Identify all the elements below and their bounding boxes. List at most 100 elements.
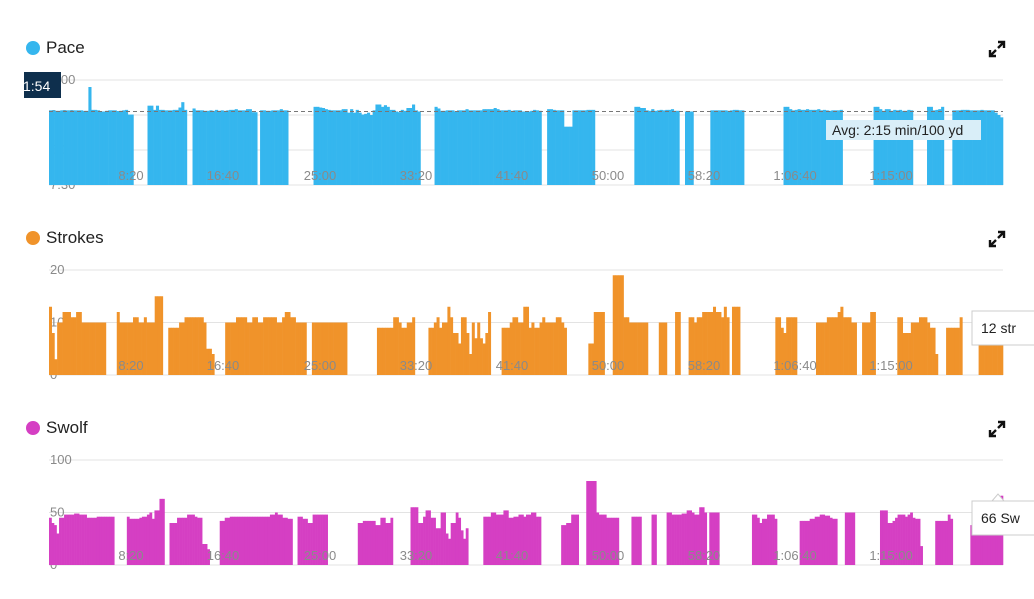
pace-bar [471, 110, 475, 185]
swolf-bar [131, 518, 135, 565]
swolf-bar [247, 516, 251, 565]
strokes-bar [555, 317, 559, 375]
strokes-bar [523, 306, 527, 375]
strokes-bar [141, 322, 145, 375]
pace-bar [122, 110, 126, 185]
pace-bar [355, 109, 359, 185]
strokes-bar [872, 312, 876, 375]
strokes-bar [631, 322, 635, 375]
strokes-bar [265, 317, 269, 375]
pace-bar [51, 110, 55, 185]
strokes-bar [330, 322, 334, 375]
swolf-x-tick-label: 1:06:40 [773, 548, 816, 563]
pace-bar [673, 110, 677, 185]
strokes-bar [116, 312, 120, 375]
pace-bar [352, 112, 357, 185]
swolf-bar [242, 516, 246, 565]
strokes-bar [688, 317, 692, 375]
pace-bar [800, 109, 804, 185]
swolf-bar [425, 510, 429, 565]
strokes-bar [526, 306, 530, 375]
swolf-bar [267, 516, 271, 565]
pace-bar [569, 126, 573, 185]
swolf-tooltip-pointer [990, 493, 1006, 502]
strokes-bar [292, 317, 296, 375]
swolf-bar [508, 517, 512, 565]
strokes-bar [593, 312, 597, 375]
pace-chart: 0:002:305:007:308:2016:4025:0033:2041:40… [23, 72, 1004, 192]
strokes-bar [601, 312, 605, 375]
pace-bar [209, 110, 213, 185]
swolf-bar [415, 507, 419, 565]
pace-bar [414, 110, 418, 185]
swolf-x-tick-label: 58:20 [688, 548, 721, 563]
swolf-bar [754, 514, 758, 565]
swolf-bar [910, 512, 913, 565]
pace-x-tick-label: 8:20 [118, 168, 143, 183]
swolf-bar [96, 516, 100, 565]
pace-bar [521, 111, 525, 185]
strokes-bar [677, 312, 681, 375]
pace-bar [969, 110, 973, 185]
swolf-y-tick-label: 50 [50, 505, 64, 520]
strokes-bar [441, 322, 445, 375]
swolf-bar [187, 514, 190, 565]
pace-bar [668, 109, 672, 185]
pace-bar [248, 109, 252, 185]
strokes-bar [51, 333, 55, 375]
swolf-bar [568, 523, 572, 565]
strokes-bar [295, 322, 299, 375]
pace-bar [319, 107, 323, 185]
strokes-bar [203, 322, 207, 375]
swolf-bar [526, 514, 529, 565]
swolf-bar [759, 523, 763, 565]
swolf-bar [814, 516, 818, 565]
swolf-bar [136, 518, 140, 565]
strokes-bar [54, 359, 58, 375]
swolf-bar [312, 514, 316, 565]
swolf-bar [905, 516, 908, 565]
swolf-bar [229, 516, 233, 565]
swolf-bar [520, 514, 524, 565]
pace-bar [71, 110, 75, 185]
swolf-bar [76, 513, 80, 565]
swolf-bar [227, 517, 231, 565]
expand-arrows-icon[interactable] [988, 420, 1006, 438]
swolf-legend-dot [26, 421, 40, 435]
strokes-bar [989, 317, 993, 375]
strokes-bar [273, 317, 277, 375]
expand-arrows-icon[interactable] [988, 230, 1006, 248]
strokes-bar [154, 296, 158, 375]
strokes-bar [908, 333, 912, 375]
strokes-bar [376, 327, 380, 375]
strokes-bar [81, 322, 85, 375]
swolf-bar [756, 517, 760, 565]
strokes-bar [845, 317, 849, 375]
pace-bar [997, 115, 1001, 185]
strokes-bar [721, 317, 725, 375]
strokes-bar [986, 333, 990, 375]
swolf-bar [691, 512, 695, 565]
pace-bar [285, 110, 289, 185]
swolf-bar [99, 516, 103, 565]
strokes-bar [431, 327, 435, 375]
pace-bar [468, 110, 472, 185]
strokes-bar [826, 317, 830, 375]
swolf-bar [767, 514, 770, 565]
swolf-bar [573, 514, 577, 565]
strokes-bar [637, 322, 641, 375]
strokes-bar [428, 327, 432, 375]
swolf-bar [192, 514, 195, 565]
strokes-bar [382, 327, 386, 375]
strokes-bar [338, 322, 342, 375]
swolf-bar [94, 517, 97, 565]
strokes-bar [86, 322, 90, 375]
swolf-bar [66, 514, 70, 565]
pace-bar [243, 110, 247, 185]
pace-average-label: Avg: 2:15 min/100 yd [832, 122, 963, 138]
strokes-bar [488, 312, 492, 375]
expand-arrows-icon[interactable] [988, 40, 1006, 58]
strokes-bar [322, 322, 326, 375]
strokes-bar [837, 312, 841, 375]
pace-bar [586, 109, 590, 185]
